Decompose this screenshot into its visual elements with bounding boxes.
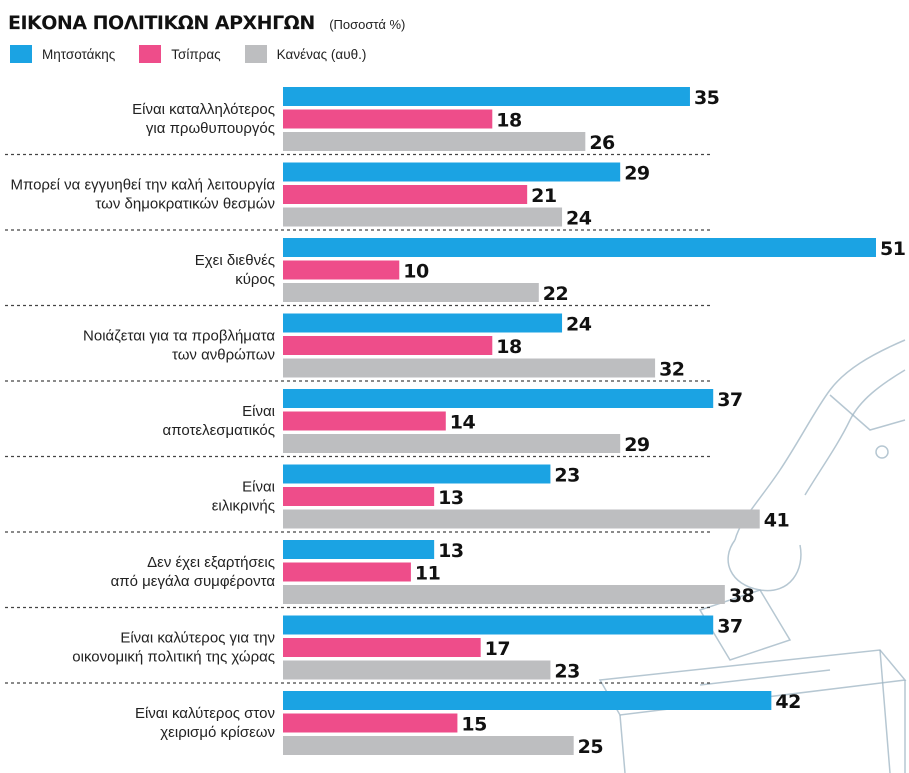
bar bbox=[283, 615, 714, 635]
bar bbox=[283, 487, 435, 506]
data-label: 15 bbox=[461, 714, 486, 736]
bar bbox=[283, 585, 725, 604]
category-label: Εχει διεθνές bbox=[195, 252, 275, 269]
data-label: 18 bbox=[496, 336, 522, 358]
category-labels: Είναι καταλληλότερος για πρωθυπουργός Μπορ… bbox=[10, 101, 275, 741]
data-label: 14 bbox=[450, 412, 476, 434]
data-label: 22 bbox=[543, 283, 568, 305]
bar bbox=[283, 713, 458, 733]
category-label: Δεν έχει εξαρτήσεις bbox=[147, 554, 275, 571]
bar bbox=[283, 464, 551, 484]
chart-title: ΕΙΚΟΝΑ ΠΟΛΙΤΙΚΩΝ ΑΡΧΗΓΩΝ bbox=[8, 12, 315, 34]
bar bbox=[283, 691, 772, 710]
bar bbox=[283, 87, 690, 106]
bars bbox=[283, 87, 876, 755]
bar bbox=[283, 283, 539, 302]
bar bbox=[283, 336, 493, 355]
data-label: 23 bbox=[554, 465, 579, 487]
data-label: 25 bbox=[578, 736, 603, 758]
bar bbox=[283, 660, 551, 680]
bar bbox=[283, 238, 876, 257]
data-label: 10 bbox=[403, 261, 429, 283]
bar bbox=[283, 185, 528, 204]
legend-swatch-tsipras bbox=[139, 45, 162, 63]
data-label: 13 bbox=[438, 487, 463, 509]
bar bbox=[283, 132, 586, 151]
bar bbox=[283, 260, 400, 280]
title-row: ΕΙΚΟΝΑ ΠΟΛΙΤΙΚΩΝ ΑΡΧΗΓΩΝ (Ποσοστά %) bbox=[8, 12, 405, 34]
data-label: 38 bbox=[729, 585, 755, 607]
bar bbox=[283, 434, 621, 453]
legend-label-mitsotakis: Μητσοτάκης bbox=[42, 46, 116, 62]
data-label: 42 bbox=[775, 691, 800, 713]
data-label: 21 bbox=[531, 185, 556, 207]
bar bbox=[283, 313, 563, 333]
bar bbox=[283, 562, 411, 582]
category-label: χειρισμό κρίσεων bbox=[160, 724, 275, 741]
category-label: κύρος bbox=[235, 271, 275, 288]
ballot-hand-illustration bbox=[598, 339, 907, 773]
data-label: 13 bbox=[438, 540, 463, 562]
category-label: Είναι bbox=[242, 479, 275, 496]
value-labels: 3518262921245110222418323714292313411311… bbox=[403, 87, 906, 758]
legend-swatch-mitsotakis bbox=[10, 45, 32, 63]
category-label: Μπορεί να εγγυηθεί την καλή λειτουργία bbox=[10, 177, 275, 194]
legend-label-none: Κανένας (αυθ.) bbox=[276, 46, 367, 62]
category-label: Νοιάζεται για τα προβλήματα bbox=[83, 328, 275, 345]
legend-entry-tsipras: Τσίπρας bbox=[139, 45, 221, 63]
bar bbox=[283, 358, 656, 378]
data-label: 11 bbox=[415, 563, 440, 585]
data-label: 29 bbox=[624, 434, 649, 456]
category-label: Είναι bbox=[242, 403, 275, 420]
legend-label-tsipras: Τσίπρας bbox=[171, 46, 221, 62]
category-label: Είναι καταλληλότερος bbox=[132, 101, 275, 118]
legend: Μητσοτάκης Τσίπρας Κανένας (αυθ.) bbox=[10, 45, 390, 63]
data-label: 24 bbox=[566, 208, 592, 230]
data-label: 23 bbox=[554, 661, 579, 683]
category-label: οικονομική πολιτική της χώρας bbox=[72, 649, 275, 666]
data-label: 37 bbox=[717, 616, 742, 638]
category-label: των δημοκρατικών θεσμών bbox=[95, 196, 275, 213]
category-label: αποτελεσματικός bbox=[163, 422, 275, 439]
legend-entry-none: Κανένας (αυθ.) bbox=[244, 45, 367, 63]
data-label: 32 bbox=[659, 359, 684, 381]
category-label: των ανθρώπων bbox=[172, 347, 275, 364]
data-label: 18 bbox=[496, 110, 522, 132]
bar bbox=[283, 162, 621, 182]
bar bbox=[283, 638, 481, 657]
category-label: για πρωθυπουργός bbox=[146, 120, 275, 137]
bar bbox=[283, 207, 563, 227]
category-label: Είναι καλύτερος στον bbox=[135, 705, 275, 722]
bar bbox=[283, 389, 714, 408]
data-label: 29 bbox=[624, 163, 649, 185]
category-label: από μεγάλα συμφέροντα bbox=[111, 573, 276, 590]
bar bbox=[283, 509, 760, 529]
legend-swatch-none bbox=[244, 45, 267, 63]
bar bbox=[283, 109, 493, 129]
data-label: 26 bbox=[589, 132, 615, 154]
bar bbox=[283, 736, 574, 755]
data-label: 35 bbox=[694, 87, 719, 109]
chart-subtitle: (Ποσοστά %) bbox=[329, 17, 406, 32]
data-label: 24 bbox=[566, 314, 592, 336]
bar bbox=[283, 411, 446, 431]
category-label: Είναι καλύτερος για την bbox=[120, 630, 275, 647]
data-label: 37 bbox=[717, 389, 742, 411]
bar bbox=[283, 540, 435, 559]
data-label: 41 bbox=[764, 510, 789, 532]
category-label: ειλικρινής bbox=[212, 498, 275, 515]
data-label: 51 bbox=[880, 238, 905, 260]
data-label: 17 bbox=[485, 638, 510, 660]
legend-entry-mitsotakis: Μητσοτάκης bbox=[10, 45, 115, 63]
